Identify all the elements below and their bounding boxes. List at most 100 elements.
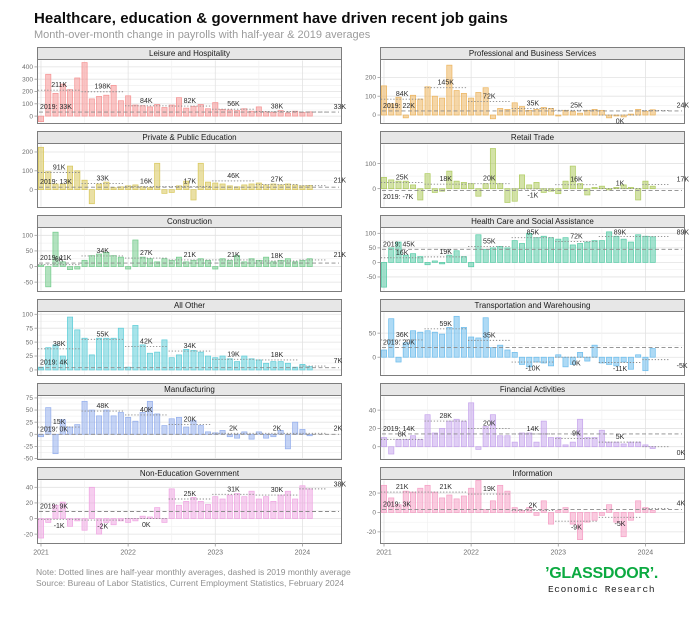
bar bbox=[103, 252, 110, 267]
bar bbox=[306, 366, 313, 371]
bar bbox=[103, 94, 110, 117]
bar bbox=[446, 327, 453, 358]
half-year-avg-label: 25K bbox=[570, 102, 583, 109]
y-tick-label: 50 bbox=[26, 407, 34, 414]
bar bbox=[388, 179, 395, 190]
y-tick-label: 100 bbox=[22, 311, 33, 318]
y-tick-label: 0 bbox=[29, 113, 33, 120]
bar bbox=[577, 183, 584, 190]
bar bbox=[519, 243, 525, 263]
bar bbox=[125, 366, 132, 371]
bar bbox=[497, 108, 504, 116]
half-year-avg-label: 19K bbox=[439, 249, 452, 256]
bar bbox=[96, 415, 103, 435]
bar bbox=[139, 515, 146, 519]
bar bbox=[635, 354, 642, 358]
half-year-avg-label: 27K bbox=[271, 177, 284, 184]
bar bbox=[103, 337, 110, 371]
bar bbox=[117, 327, 124, 371]
bar bbox=[519, 356, 525, 365]
half-year-avg-label: 16K bbox=[570, 177, 583, 184]
bar bbox=[284, 362, 291, 371]
bar bbox=[410, 435, 417, 448]
chart-non-education-government: Non-Education Government -20 0 20 40 2019: 9K… bbox=[24, 467, 346, 557]
half-year-avg-label: 5K bbox=[616, 434, 625, 441]
chart-information: Information -20 0 20 2019: 3K 21K 21K 19K 2K -9K -… bbox=[367, 467, 686, 557]
bar bbox=[649, 510, 656, 513]
bar bbox=[241, 261, 248, 267]
bar bbox=[306, 433, 313, 437]
bar bbox=[591, 344, 598, 358]
half-year-avg-label: 2K bbox=[229, 425, 238, 432]
half-year-avg-label: 35K bbox=[483, 332, 496, 339]
bar bbox=[627, 356, 634, 370]
bar bbox=[67, 165, 74, 190]
y-tick-label: 50 bbox=[26, 248, 34, 255]
panel-manufacturing: Manufacturing -50 -25 0 25 50 75 2019: 0K 15K 48K… bbox=[8, 383, 349, 463]
bar bbox=[299, 364, 306, 371]
panel-private-public-education: Private & Public Education 0 100 200 2019: 1… bbox=[8, 131, 349, 211]
x-tick-label: 2022 bbox=[120, 550, 136, 557]
y-tick-label: 0 bbox=[29, 264, 33, 271]
bar bbox=[417, 487, 424, 513]
bar bbox=[52, 433, 59, 455]
y-tick-label: 20 bbox=[369, 490, 377, 497]
bar bbox=[468, 262, 475, 268]
half-year-avg-label: 38K bbox=[53, 341, 66, 348]
bar bbox=[598, 512, 605, 516]
y-tick-label: 50 bbox=[369, 245, 377, 252]
bar bbox=[146, 106, 153, 117]
bar bbox=[117, 412, 124, 435]
bar bbox=[381, 177, 387, 190]
y-tick-label: -50 bbox=[24, 456, 34, 463]
bar bbox=[197, 258, 204, 267]
bar bbox=[395, 439, 402, 448]
half-year-avg-label: 20K bbox=[184, 417, 197, 424]
panel-title: Construction bbox=[167, 217, 212, 226]
avg-2019-label: 2019: 33K bbox=[40, 104, 72, 111]
bar bbox=[299, 185, 306, 190]
half-year-avg-label: 21K bbox=[227, 252, 240, 259]
bar bbox=[453, 315, 460, 358]
bar bbox=[176, 97, 182, 117]
half-year-avg-label: 89K bbox=[677, 230, 690, 237]
bar bbox=[519, 432, 525, 448]
bar bbox=[52, 92, 59, 117]
bar bbox=[168, 104, 175, 117]
bar bbox=[468, 97, 475, 116]
bar bbox=[569, 512, 576, 525]
bar bbox=[635, 500, 642, 513]
half-year-avg-label: -10K bbox=[525, 366, 540, 373]
bar bbox=[125, 518, 132, 523]
bar bbox=[139, 344, 146, 371]
bar bbox=[139, 105, 146, 117]
y-tick-label: 100 bbox=[365, 93, 376, 100]
bar bbox=[584, 512, 591, 523]
bar bbox=[635, 441, 642, 448]
half-year-avg-label: 56K bbox=[227, 101, 240, 108]
half-year-avg-label: 18K bbox=[271, 352, 284, 359]
half-year-avg-label: 82K bbox=[184, 98, 197, 105]
half-year-avg-label: 145K bbox=[438, 80, 455, 87]
bar bbox=[482, 248, 489, 263]
bar bbox=[292, 261, 299, 267]
bar bbox=[460, 182, 467, 190]
bar bbox=[255, 182, 262, 190]
bar bbox=[489, 247, 496, 263]
bar bbox=[526, 109, 533, 116]
bar bbox=[460, 93, 467, 116]
bar bbox=[59, 261, 66, 267]
bar bbox=[453, 90, 460, 116]
bar bbox=[591, 240, 598, 263]
bar bbox=[255, 498, 262, 519]
half-year-avg-label: 21K bbox=[184, 252, 197, 259]
bar bbox=[460, 256, 467, 263]
bar bbox=[497, 344, 504, 358]
panel-retail-trade: Retail Trade 0 100 2019: -7K 25K 18K 20K -1K 16K… bbox=[351, 131, 692, 211]
bar bbox=[446, 494, 453, 513]
bar bbox=[475, 480, 482, 513]
bar bbox=[88, 98, 95, 117]
bar bbox=[190, 189, 197, 201]
